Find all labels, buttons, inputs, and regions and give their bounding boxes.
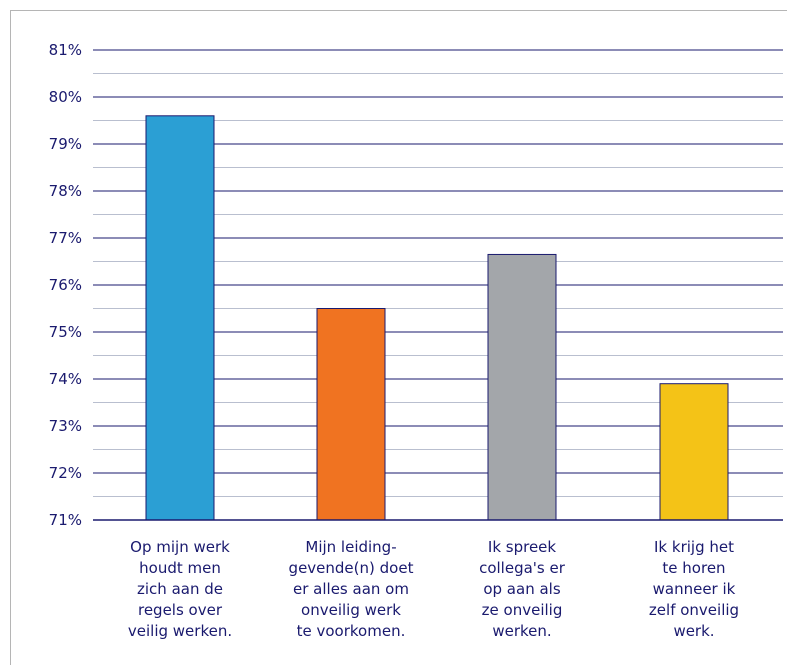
bar [487,253,557,521]
y-tick-label: 71% [49,511,82,529]
x-category-label-line: wanneer ik [653,580,736,598]
x-category-label-line: collega's er [479,559,566,577]
y-tick-label: 73% [49,417,82,435]
x-category-label-line: te horen [662,559,725,577]
x-category-label-line: veilig werken. [128,622,232,640]
y-tick-label: 78% [49,182,82,200]
x-category-label: Op mijn werk houdt men zich aan de regels o… [128,538,232,640]
x-category-label-line: er alles aan om [293,580,409,598]
x-category-label-line: zich aan de [137,580,223,598]
x-category-label-line: Ik spreek [488,538,557,556]
x-category-label-line: gevende(n) doet [289,559,414,577]
y-tick-label: 76% [49,276,82,294]
x-category-label: Ik krijg het te horen wanneer ik zelf onvei… [649,538,739,640]
bar [145,115,215,521]
y-tick-label: 79% [49,135,82,153]
x-category-label-line: werken. [492,622,551,640]
x-category-label-line: Mijn leiding- [305,538,396,556]
x-category-label-line: werk. [673,622,714,640]
bar [316,308,386,521]
y-tick-label: 81% [49,41,82,59]
x-category-label-line: zelf onveilig [649,601,739,619]
y-tick-label: 74% [49,370,82,388]
y-tick-label: 80% [49,88,82,106]
x-category-label-line: onveilig werk [301,601,401,619]
x-category-label-line: ze onveilig [482,601,563,619]
y-tick-label: 72% [49,464,82,482]
x-category-label-line: Ik krijg het [654,538,734,556]
x-category-label: Ik spreek collega's er op aan als ze onveil… [479,538,566,640]
x-category-label-line: regels over [138,601,223,619]
x-category-label-line: op aan als [483,580,560,598]
x-category-label-line: Op mijn werk [130,538,230,556]
x-category-label-line: houdt men [139,559,221,577]
x-category-label: Mijn leiding-gevende(n) doet er alles aan… [289,538,414,640]
y-tick-label: 77% [49,229,82,247]
bar [659,383,729,521]
chart-frame [10,10,787,665]
y-tick-label: 75% [49,323,82,341]
x-category-label-line: te voorkomen. [297,622,406,640]
